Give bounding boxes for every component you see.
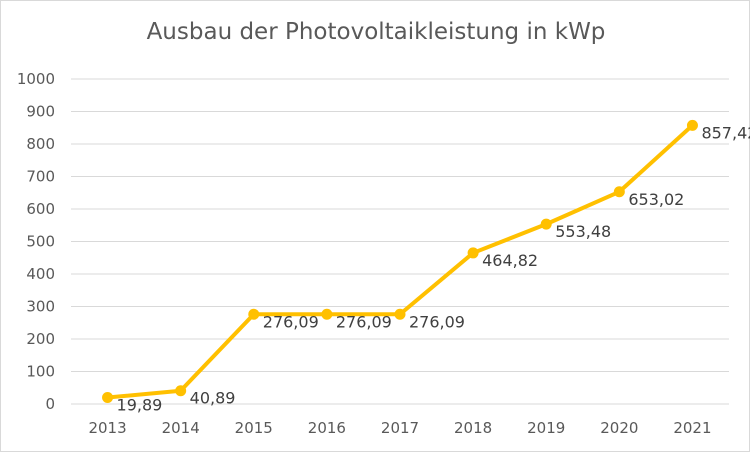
y-tick-label: 500: [26, 233, 55, 251]
y-tick-label: 300: [26, 298, 55, 316]
data-point: [540, 218, 552, 230]
data-point: [686, 119, 698, 131]
data-label: 553,48: [555, 222, 611, 241]
data-point: [467, 247, 479, 259]
x-tick-label: 2017: [381, 419, 419, 437]
series-line: [107, 123, 694, 400]
data-label: 19,89: [117, 396, 163, 415]
data-label: 276,09: [409, 312, 465, 331]
x-tick-label: 2013: [88, 419, 126, 437]
y-tick-label: 600: [26, 200, 55, 218]
y-tick-label: 100: [26, 363, 55, 381]
x-tick-label: 2015: [235, 419, 273, 437]
data-label: 857,42: [701, 123, 750, 142]
x-tick-label: 2020: [600, 419, 638, 437]
y-tick-label: 700: [26, 168, 55, 186]
data-point: [102, 392, 114, 404]
y-tick-label: 1000: [17, 70, 55, 88]
x-tick-label: 2018: [454, 419, 492, 437]
x-tick-label: 2021: [673, 419, 711, 437]
data-point: [394, 308, 406, 320]
x-tick-label: 2016: [308, 419, 346, 437]
chart-title: Ausbau der Photovoltaikleistung in kWp: [146, 19, 606, 45]
x-tick-label: 2019: [527, 419, 565, 437]
y-tick-label: 0: [45, 395, 55, 413]
y-tick-label: 400: [26, 265, 55, 283]
data-label: 276,09: [336, 312, 392, 331]
data-point: [248, 308, 260, 320]
y-tick-label: 800: [26, 135, 55, 153]
data-label: 276,09: [263, 312, 319, 331]
data-label: 653,02: [628, 190, 684, 209]
y-tick-label: 900: [26, 103, 55, 121]
data-label: 40,89: [190, 389, 236, 408]
data-point: [321, 308, 333, 320]
data-point: [613, 186, 625, 198]
x-tick-label: 2014: [162, 419, 200, 437]
data-point: [175, 385, 187, 397]
y-tick-label: 200: [26, 330, 55, 348]
data-label: 464,82: [482, 251, 538, 270]
